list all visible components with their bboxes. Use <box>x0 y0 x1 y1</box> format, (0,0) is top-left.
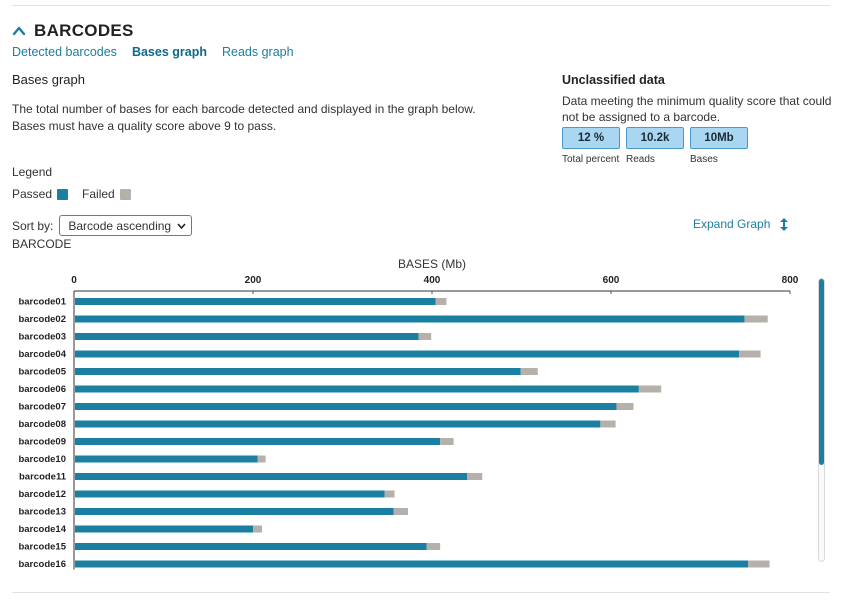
bar-passed <box>75 490 385 498</box>
expand-graph-button[interactable]: Expand Graph <box>693 217 789 231</box>
bar-failed <box>600 420 616 428</box>
chart-scrollbar[interactable] <box>818 278 825 562</box>
y-tick-label: barcode02 <box>18 314 66 325</box>
x-tick-label: 600 <box>603 275 620 286</box>
bar-passed <box>75 560 749 568</box>
bases-bar-chart: BASES (Mb) 0 200 400 600 800 barcode01 barcode0… <box>18 257 799 570</box>
legend-failed-swatch <box>119 188 131 200</box>
y-tick-label: barcode11 <box>19 472 67 483</box>
bar-passed <box>75 473 468 480</box>
bar-failed <box>426 543 441 550</box>
bar-failed <box>467 473 483 480</box>
bar-failed <box>739 350 761 358</box>
bar-failed <box>393 508 408 515</box>
unclassified-description: Data meeting the minimum quality score t… <box>562 94 832 124</box>
tab-bases-graph[interactable]: Bases graph <box>131 45 207 59</box>
y-tick-label: barcode12 <box>18 489 66 500</box>
legend: Passed Failed <box>12 187 145 201</box>
bar-failed <box>418 333 432 340</box>
tab-bar: Detected barcodes Bases graph Reads grap… <box>12 45 309 59</box>
stat-reads-label: Reads <box>626 154 655 165</box>
stat-total-percent-value: 12 % <box>562 127 620 149</box>
y-tick-label: barcode13 <box>18 507 66 518</box>
chart-scrollbar-thumb[interactable] <box>819 279 824 465</box>
stat-bases-value: 10Mb <box>690 127 748 149</box>
bar-failed <box>520 368 538 375</box>
expand-graph-label: Expand Graph <box>693 217 771 231</box>
bar-failed <box>748 560 770 568</box>
stat-total-percent: 12 % Total percent <box>562 127 620 165</box>
chevron-up-icon[interactable] <box>12 24 26 38</box>
bases-graph-description: The total number of bases for each barco… <box>12 102 476 133</box>
bar-passed <box>75 368 521 375</box>
y-tick-label: barcode15 <box>18 542 66 553</box>
section-header[interactable]: BARCODES <box>12 21 134 41</box>
x-axis-label: BASES (Mb) <box>398 257 466 271</box>
stat-bases-label: Bases <box>690 154 718 165</box>
legend-passed-label: Passed <box>12 187 53 201</box>
legend-failed-label: Failed <box>82 187 115 201</box>
bar-passed <box>75 525 254 533</box>
vertical-resize-icon <box>780 217 789 231</box>
y-tick-label: barcode09 <box>18 437 66 448</box>
bar-failed <box>257 455 266 463</box>
y-tick-label: barcode06 <box>18 384 66 395</box>
bar-passed <box>75 298 436 305</box>
bases-graph-title: Bases graph <box>12 72 85 87</box>
y-tick-label: barcode04 <box>18 349 66 360</box>
sort-label: Sort by: <box>12 218 54 233</box>
sort-select-value: Barcode ascending <box>68 218 172 233</box>
bar-passed <box>75 543 427 550</box>
y-tick-label: barcode14 <box>18 524 66 535</box>
bar-failed <box>384 490 395 498</box>
y-tick-label: barcode10 <box>18 454 66 465</box>
bar-passed <box>75 438 441 445</box>
stat-reads-value: 10.2k <box>626 127 684 149</box>
sort-select[interactable]: Barcode ascending <box>59 215 193 236</box>
x-tick-label: 800 <box>782 275 799 286</box>
bar-passed <box>75 420 601 428</box>
y-tick-label: barcode08 <box>18 419 66 430</box>
y-axis-label: BARCODE <box>12 237 72 251</box>
y-tick-label: barcode16 <box>18 559 66 570</box>
bar-failed <box>440 438 454 445</box>
unclassified-title: Unclassified data <box>562 73 665 87</box>
y-tick-label: barcode01 <box>18 297 66 308</box>
bar-failed <box>253 525 263 533</box>
section-title: BARCODES <box>34 21 134 40</box>
bar-passed <box>75 385 639 393</box>
x-tick-label: 200 <box>245 275 262 286</box>
bar-failed <box>435 298 447 305</box>
bar-passed <box>75 350 740 358</box>
x-tick-label: 400 <box>424 275 441 286</box>
bar-passed <box>75 403 617 410</box>
x-tick-label: 0 <box>71 275 77 286</box>
y-tick-label: barcode05 <box>18 367 66 378</box>
bar-passed <box>75 455 258 463</box>
stat-reads: 10.2k Reads <box>626 127 684 165</box>
bar-failed <box>638 385 662 393</box>
bottom-divider <box>12 592 830 593</box>
top-divider <box>12 5 830 6</box>
stat-bases: 10Mb Bases <box>690 127 748 165</box>
tab-detected-barcodes[interactable]: Detected barcodes <box>12 45 117 59</box>
bar-failed <box>744 315 768 323</box>
y-tick-label: barcode07 <box>18 402 66 413</box>
legend-title: Legend <box>12 165 53 179</box>
bar-passed <box>75 315 745 323</box>
bar-passed <box>75 333 419 340</box>
tab-reads-graph[interactable]: Reads graph <box>221 45 294 59</box>
y-tick-label: barcode03 <box>18 332 66 343</box>
bar-failed <box>616 403 634 410</box>
legend-passed-swatch <box>57 188 69 200</box>
sort-control: Sort by: Barcode ascending <box>12 215 193 236</box>
chevron-down-icon <box>177 222 186 229</box>
stat-total-percent-label: Total percent <box>562 154 620 165</box>
bar-passed <box>75 508 394 515</box>
unclassified-stats: 12 % Total percent 10.2k Reads 10Mb Base… <box>562 127 754 165</box>
